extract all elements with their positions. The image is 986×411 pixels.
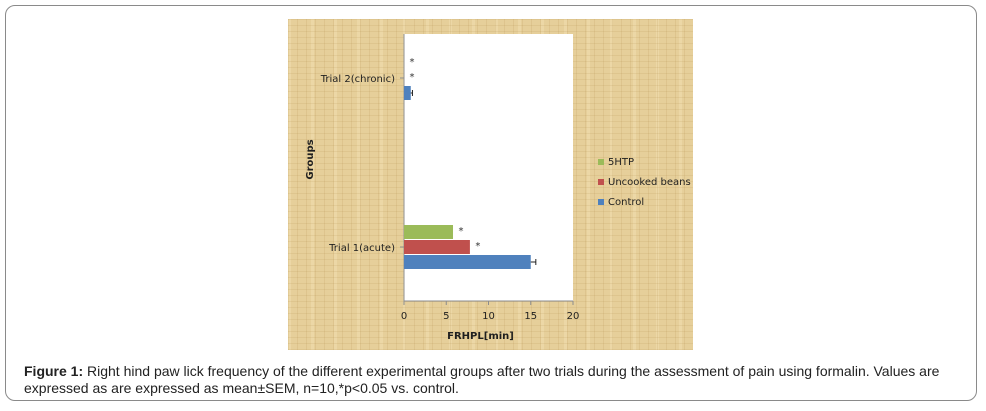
x-tick-label: 10 — [482, 311, 495, 322]
significance-marker: * — [459, 226, 464, 237]
legend-label: 5HTP — [608, 157, 634, 168]
bar-chart: 0 5 10 15 20 Trial 1(acute) * * Trial 2(chronic)… — [305, 34, 691, 342]
bar-control — [404, 86, 411, 100]
legend-label: Control — [608, 197, 644, 208]
x-tick-label: 20 — [567, 311, 580, 322]
figure-caption: Figure 1: Right hind paw lick frequency … — [24, 363, 964, 397]
y-category-label: Trial 2(chronic) — [320, 74, 395, 85]
bar-5htp — [404, 225, 454, 239]
x-axis-title: FRHPL[min] — [447, 331, 514, 342]
significance-marker: * — [410, 72, 415, 83]
bar-control — [404, 255, 531, 269]
x-tick-label: 0 — [401, 311, 407, 322]
caption-label: Figure 1: — [24, 363, 84, 379]
legend-swatch — [598, 159, 604, 165]
legend-label: Uncooked beans — [608, 177, 691, 188]
y-axis-title: Groups — [305, 139, 316, 179]
significance-marker: * — [410, 57, 415, 68]
significance-marker: * — [475, 241, 480, 252]
caption-text: Right hind paw lick frequency of the dif… — [24, 363, 940, 396]
x-tick-label: 15 — [524, 311, 537, 322]
y-category-label: Trial 1(acute) — [328, 243, 395, 254]
legend-swatch — [598, 199, 604, 205]
chart-panel: 0 5 10 15 20 Trial 1(acute) * * Trial 2(chronic)… — [288, 19, 693, 350]
legend-swatch — [598, 179, 604, 185]
x-tick-label: 5 — [443, 311, 449, 322]
bar-uncooked-beans — [404, 240, 470, 254]
